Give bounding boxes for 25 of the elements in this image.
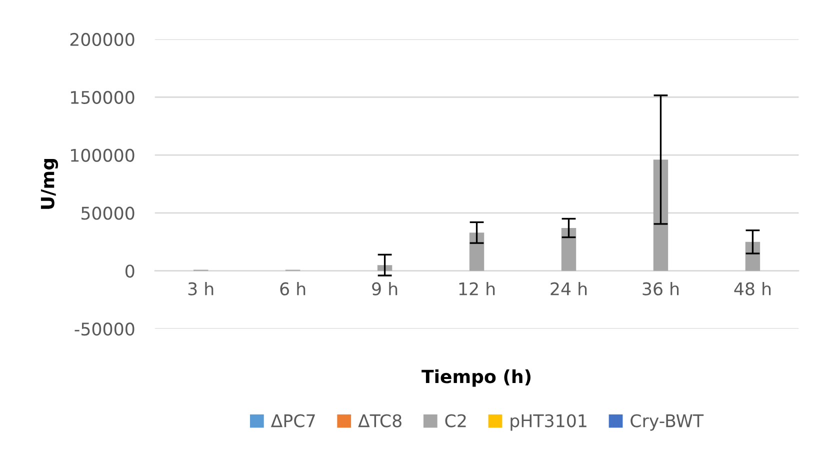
x-tick-label: 6 h: [280, 282, 306, 296]
y-tick-label: 0: [126, 264, 134, 278]
bar: [469, 232, 484, 271]
y-tick-label: -50000: [74, 322, 134, 336]
y-tick-label: 150000: [71, 90, 134, 104]
x-tick-label: 3 h: [188, 282, 214, 296]
legend-label: ΔTC8: [358, 414, 402, 428]
legend-label: pHT3101: [510, 414, 586, 431]
y-tick-label: 50000: [82, 206, 134, 220]
legend-label: ΔPC7: [270, 414, 315, 428]
x-tick-label: 36 h: [642, 282, 679, 296]
x-tick-label: 12 h: [459, 282, 495, 296]
x-tick-label: 9 h: [372, 282, 398, 296]
x-tick-label: 48 h: [734, 282, 771, 296]
bar: [653, 160, 668, 271]
bar: [377, 265, 392, 271]
x-tick-label: 24 h: [550, 282, 587, 296]
y-tick-label: 200000: [70, 32, 134, 46]
y-axis-title: U/mg: [40, 159, 58, 209]
bar: [745, 242, 760, 271]
bar: [561, 228, 576, 271]
y-tick-label: 100000: [71, 148, 134, 162]
legend-label: Cry-BWT: [630, 414, 704, 431]
x-axis-title: Tiempo (h): [422, 369, 530, 387]
legend-label: C2: [445, 414, 466, 428]
